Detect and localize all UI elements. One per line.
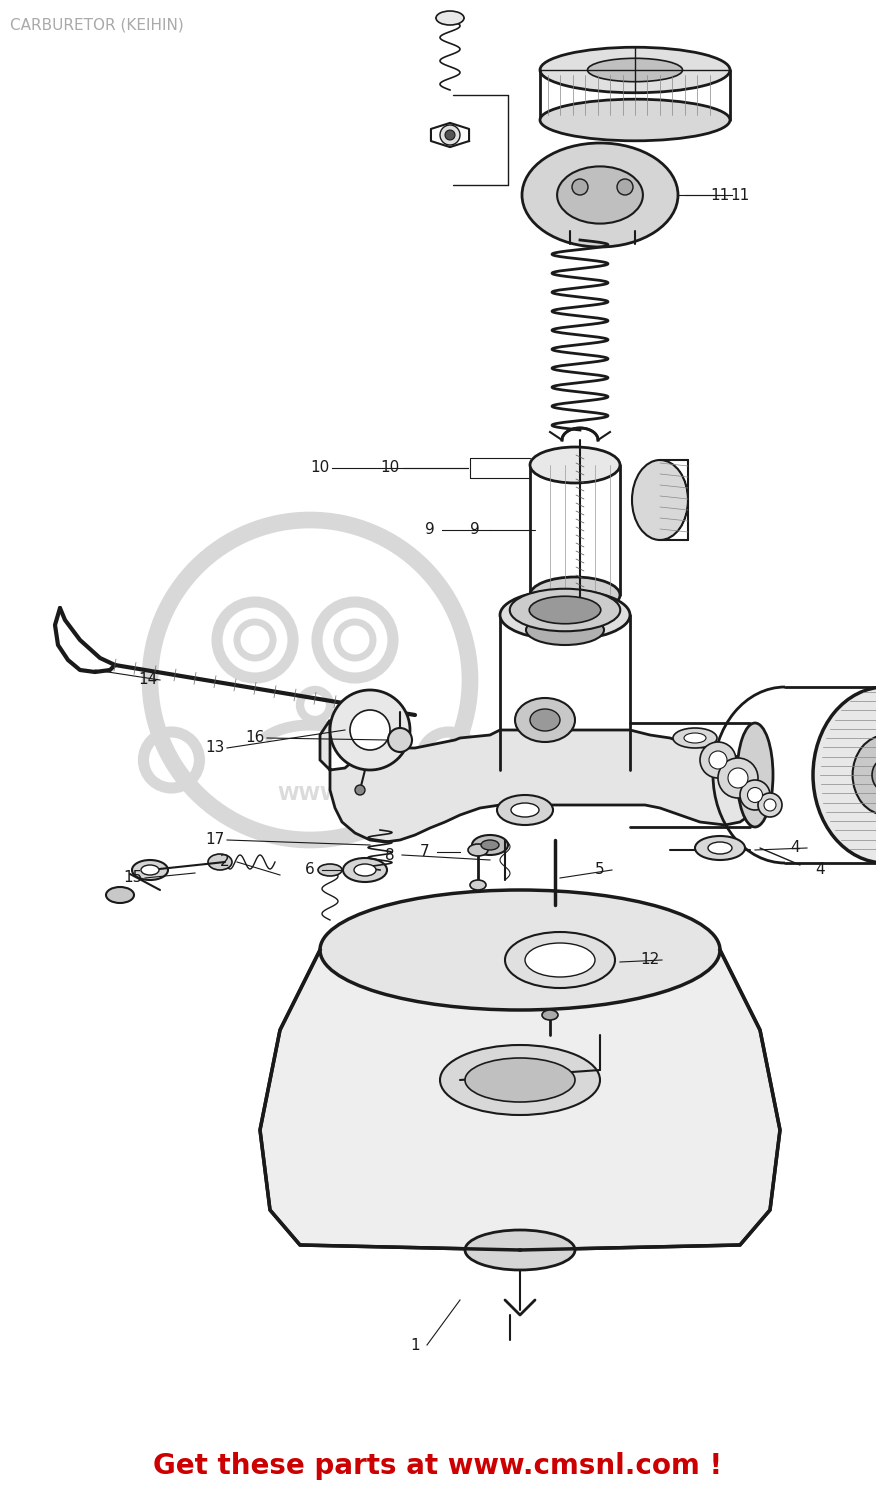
- Circle shape: [617, 178, 633, 195]
- Ellipse shape: [737, 723, 773, 827]
- Polygon shape: [320, 720, 760, 842]
- Ellipse shape: [588, 58, 682, 81]
- Ellipse shape: [852, 735, 876, 815]
- Ellipse shape: [440, 1046, 600, 1114]
- Ellipse shape: [208, 853, 232, 870]
- Circle shape: [572, 178, 588, 195]
- Circle shape: [445, 130, 455, 140]
- Ellipse shape: [522, 142, 678, 248]
- Text: 12: 12: [640, 952, 660, 968]
- Ellipse shape: [472, 836, 508, 855]
- Ellipse shape: [526, 615, 604, 645]
- Text: WWW: WWW: [278, 786, 343, 804]
- Ellipse shape: [708, 842, 732, 854]
- Text: 11: 11: [710, 188, 730, 202]
- Ellipse shape: [872, 759, 876, 790]
- Text: 14: 14: [138, 672, 158, 687]
- Ellipse shape: [525, 944, 595, 976]
- Ellipse shape: [511, 802, 539, 818]
- Ellipse shape: [468, 844, 488, 856]
- Text: 7: 7: [420, 844, 430, 859]
- Ellipse shape: [465, 1230, 575, 1270]
- Text: 4: 4: [815, 862, 824, 877]
- Text: 2: 2: [220, 855, 230, 870]
- Text: 11: 11: [730, 188, 749, 202]
- Ellipse shape: [540, 99, 730, 141]
- Ellipse shape: [354, 864, 376, 876]
- Text: 9: 9: [470, 522, 480, 537]
- Ellipse shape: [695, 836, 745, 860]
- Ellipse shape: [709, 752, 727, 770]
- Text: 4: 4: [790, 840, 800, 855]
- Ellipse shape: [481, 840, 499, 850]
- Text: 8: 8: [385, 847, 395, 862]
- Text: 16: 16: [245, 730, 265, 746]
- Ellipse shape: [728, 768, 748, 788]
- Ellipse shape: [540, 48, 730, 93]
- Ellipse shape: [530, 710, 560, 730]
- Ellipse shape: [470, 880, 486, 890]
- Ellipse shape: [343, 858, 387, 882]
- Ellipse shape: [700, 742, 736, 778]
- Ellipse shape: [320, 890, 720, 1010]
- Ellipse shape: [106, 886, 134, 903]
- Ellipse shape: [141, 865, 159, 874]
- Ellipse shape: [542, 1010, 558, 1020]
- Ellipse shape: [813, 687, 876, 862]
- Ellipse shape: [497, 795, 553, 825]
- Ellipse shape: [740, 780, 770, 810]
- Ellipse shape: [758, 794, 782, 818]
- Ellipse shape: [747, 788, 762, 802]
- Ellipse shape: [510, 590, 620, 632]
- Text: 10: 10: [381, 460, 400, 476]
- Circle shape: [388, 728, 412, 752]
- Text: 10: 10: [310, 460, 329, 476]
- Ellipse shape: [436, 10, 464, 26]
- Text: Get these parts at www.cmsnl.com !: Get these parts at www.cmsnl.com !: [153, 1452, 723, 1480]
- Text: 15: 15: [124, 870, 143, 885]
- Ellipse shape: [673, 728, 717, 748]
- Text: 6: 6: [305, 862, 314, 877]
- Ellipse shape: [684, 734, 706, 742]
- Circle shape: [330, 690, 410, 770]
- Text: 1: 1: [410, 1338, 420, 1353]
- Ellipse shape: [500, 590, 630, 640]
- Polygon shape: [260, 950, 780, 1250]
- Ellipse shape: [764, 800, 776, 812]
- Ellipse shape: [632, 460, 688, 540]
- Ellipse shape: [318, 864, 342, 876]
- Ellipse shape: [718, 758, 758, 798]
- Ellipse shape: [505, 932, 615, 988]
- Text: 17: 17: [205, 833, 224, 848]
- Ellipse shape: [515, 698, 575, 742]
- Circle shape: [350, 710, 390, 750]
- Text: CARBURETOR (KEIHIN): CARBURETOR (KEIHIN): [10, 18, 184, 33]
- Ellipse shape: [529, 597, 601, 624]
- Circle shape: [440, 124, 460, 146]
- Ellipse shape: [557, 166, 643, 224]
- Text: 5: 5: [595, 862, 604, 877]
- Ellipse shape: [530, 578, 620, 614]
- Text: 9: 9: [425, 522, 434, 537]
- Text: 13: 13: [205, 741, 224, 756]
- Ellipse shape: [465, 1058, 575, 1102]
- Ellipse shape: [132, 859, 168, 880]
- Circle shape: [355, 784, 365, 795]
- Ellipse shape: [530, 447, 620, 483]
